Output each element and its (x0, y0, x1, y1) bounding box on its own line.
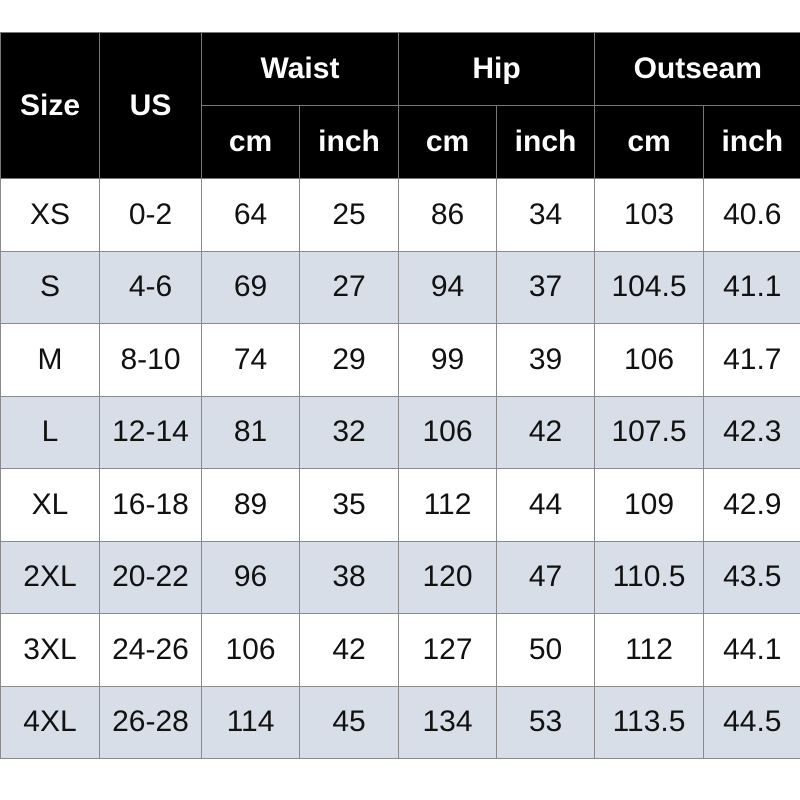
cell-waist-cm: 69 (201, 250, 300, 324)
cell-size: 2XL (0, 540, 100, 614)
cell-waist-inch: 35 (299, 468, 399, 542)
cell-outseam-cm: 104.5 (594, 250, 705, 324)
cell-us: 4-6 (99, 250, 202, 324)
cell-waist-inch: 25 (299, 178, 399, 252)
size-chart-table: Size US Waist Hip Outseam cm inch cm inc… (0, 32, 800, 759)
cell-outseam-inch: 42.3 (703, 395, 800, 469)
cell-hip-cm: 106 (398, 395, 497, 469)
cell-outseam-inch: 43.5 (703, 540, 800, 614)
cell-waist-cm: 106 (201, 613, 300, 687)
cell-waist-cm: 81 (201, 395, 300, 469)
cell-waist-cm: 74 (201, 323, 300, 397)
cell-outseam-cm: 110.5 (594, 540, 705, 614)
cell-waist-cm: 114 (201, 685, 300, 759)
header-outseam: Outseam (594, 32, 800, 106)
cell-us: 16-18 (99, 468, 202, 542)
table-row: XS 0-2 64 25 86 34 103 40.6 (0, 178, 800, 252)
cell-hip-inch: 42 (495, 395, 596, 469)
table-row: M 8-10 74 29 99 39 106 41.7 (0, 323, 800, 397)
cell-outseam-cm: 109 (594, 468, 705, 542)
header-hip-cm: cm (398, 105, 497, 179)
header-waist-inch: inch (299, 105, 399, 179)
cell-outseam-inch: 41.1 (703, 250, 800, 324)
header-waist-cm: cm (201, 105, 300, 179)
cell-outseam-cm: 107.5 (594, 395, 705, 469)
header-outseam-cm: cm (594, 105, 705, 179)
cell-us: 26-28 (99, 685, 202, 759)
cell-waist-cm: 64 (201, 178, 300, 252)
cell-hip-cm: 99 (398, 323, 497, 397)
table-row: XL 16-18 89 35 112 44 109 42.9 (0, 468, 800, 542)
header-hip: Hip (397, 32, 596, 106)
table-row: S 4-6 69 27 94 37 104.5 41.1 (0, 250, 800, 324)
cell-size: XL (0, 468, 100, 542)
header-hip-inch: inch (495, 105, 596, 179)
cell-hip-inch: 50 (495, 613, 596, 687)
cell-hip-cm: 134 (398, 685, 497, 759)
cell-outseam-cm: 103 (594, 178, 705, 252)
cell-hip-inch: 39 (495, 323, 596, 397)
cell-hip-cm: 86 (398, 178, 497, 252)
table-body: XS 0-2 64 25 86 34 103 40.6 S 4-6 69 27 94 37 104.5 41.… (0, 178, 800, 759)
header-waist: Waist (201, 32, 399, 106)
table-row: L 12-14 81 32 106 42 107.5 42.3 (0, 395, 800, 469)
cell-outseam-inch: 41.7 (703, 323, 800, 397)
cell-size: 3XL (0, 613, 100, 687)
cell-outseam-cm: 112 (594, 613, 705, 687)
table-header: Size US Waist Hip Outseam cm inch cm inc… (0, 32, 800, 179)
cell-hip-cm: 94 (398, 250, 497, 324)
cell-hip-inch: 34 (495, 178, 596, 252)
table-row: 2XL 20-22 96 38 120 47 110.5 43.5 (0, 540, 800, 614)
cell-waist-inch: 45 (299, 685, 399, 759)
cell-outseam-inch: 42.9 (703, 468, 800, 542)
cell-waist-inch: 42 (299, 613, 399, 687)
header-size: Size (0, 32, 100, 179)
cell-waist-inch: 38 (299, 540, 399, 614)
cell-hip-cm: 112 (398, 468, 497, 542)
cell-hip-cm: 127 (398, 613, 497, 687)
cell-outseam-inch: 44.5 (703, 685, 800, 759)
cell-size: XS (0, 178, 100, 252)
cell-outseam-cm: 113.5 (594, 685, 705, 759)
cell-waist-cm: 96 (201, 540, 300, 614)
cell-size: S (0, 250, 100, 324)
cell-us: 24-26 (99, 613, 202, 687)
cell-hip-cm: 120 (398, 540, 497, 614)
cell-hip-inch: 53 (495, 685, 596, 759)
cell-us: 12-14 (99, 395, 202, 469)
cell-outseam-inch: 40.6 (703, 178, 800, 252)
cell-waist-inch: 27 (299, 250, 399, 324)
table-row: 4XL 26-28 114 45 134 53 113.5 44.5 (0, 685, 800, 759)
cell-waist-inch: 29 (299, 323, 399, 397)
cell-size: M (0, 323, 100, 397)
table-row: 3XL 24-26 106 42 127 50 112 44.1 (0, 613, 800, 687)
cell-waist-cm: 89 (201, 468, 300, 542)
cell-us: 20-22 (99, 540, 202, 614)
cell-waist-inch: 32 (299, 395, 399, 469)
cell-outseam-inch: 44.1 (703, 613, 800, 687)
cell-size: 4XL (0, 685, 100, 759)
cell-us: 0-2 (99, 178, 202, 252)
header-us: US (99, 32, 202, 179)
cell-hip-inch: 44 (495, 468, 596, 542)
cell-size: L (0, 395, 100, 469)
cell-us: 8-10 (99, 323, 202, 397)
header-outseam-inch: inch (703, 105, 800, 179)
cell-hip-inch: 47 (495, 540, 596, 614)
cell-outseam-cm: 106 (594, 323, 705, 397)
cell-hip-inch: 37 (495, 250, 596, 324)
